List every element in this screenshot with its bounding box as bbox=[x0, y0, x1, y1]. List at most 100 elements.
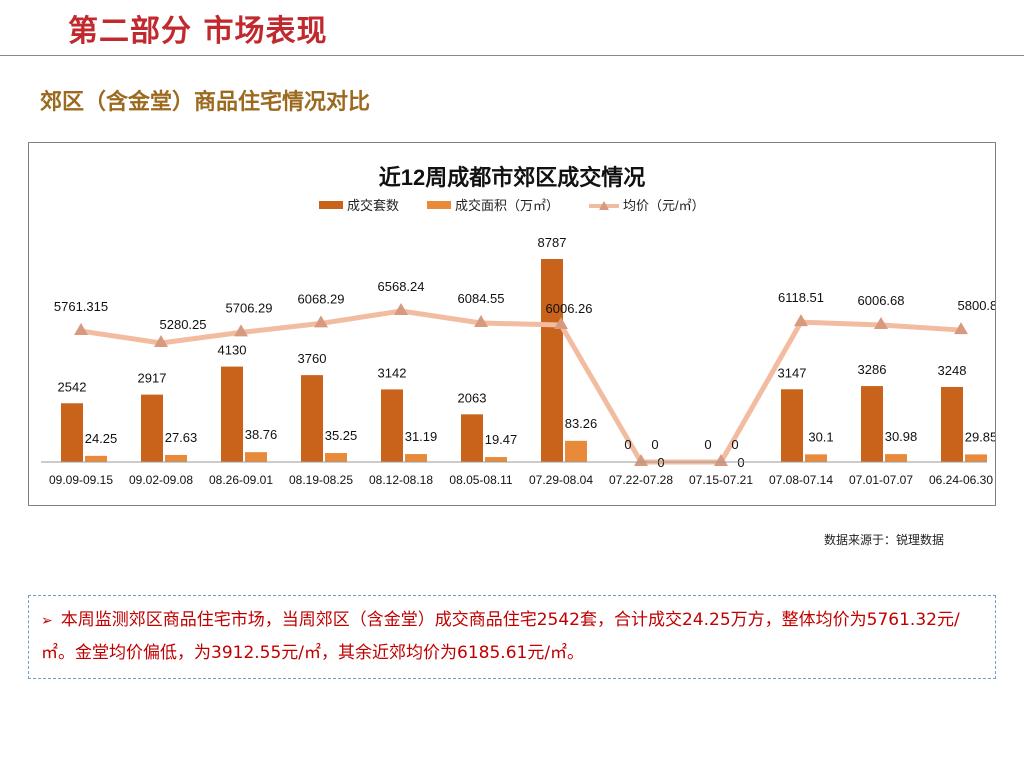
title-divider bbox=[0, 55, 1024, 56]
x-tick-label: 08.12-08.18 bbox=[369, 473, 433, 487]
x-tick-label: 08.26-09.01 bbox=[209, 473, 273, 487]
bar-count bbox=[861, 386, 883, 462]
price-marker bbox=[474, 315, 488, 328]
label-price: 6006.26 bbox=[546, 301, 593, 316]
chart-frame: 近12周成都市郊区成交情况 成交套数 成交面积（万㎡） 均价（元/㎡） 2542 24… bbox=[28, 142, 996, 506]
legend-label-2: 均价（元/㎡） bbox=[623, 198, 705, 213]
label-area: 24.25 bbox=[85, 431, 118, 446]
bar-area bbox=[485, 457, 507, 462]
bar-count bbox=[301, 375, 323, 462]
price-marker bbox=[634, 454, 648, 466]
chart-legend: 成交套数 成交面积（万㎡） 均价（元/㎡） bbox=[319, 198, 705, 213]
x-tick-label: 09.09-09.15 bbox=[49, 473, 113, 487]
bullet-arrow-icon: ➢ bbox=[41, 613, 53, 629]
x-tick-label: 08.19-08.25 bbox=[289, 473, 353, 487]
bar-area bbox=[565, 440, 587, 462]
price-marker bbox=[234, 324, 248, 337]
label-price: 6568.24 bbox=[378, 279, 425, 294]
x-tick-label: 07.22-07.28 bbox=[609, 473, 673, 487]
x-tick-label: 07.29-08.04 bbox=[529, 473, 593, 487]
bar-count bbox=[541, 259, 563, 462]
label-area: 38.76 bbox=[245, 427, 278, 442]
x-axis-ticks: 09.09-09.15 09.02-09.08 08.26-09.01 08.19-0… bbox=[49, 473, 993, 487]
label-area: 30.1 bbox=[808, 429, 833, 444]
label-price: 5280.25 bbox=[160, 317, 207, 332]
bar-count bbox=[61, 403, 83, 462]
label-count: 3286 bbox=[858, 362, 887, 377]
x-tick-label: 08.05-08.11 bbox=[449, 473, 512, 487]
chart-title: 近12周成都市郊区成交情况 bbox=[379, 165, 645, 190]
label-area: 19.47 bbox=[485, 432, 518, 447]
label-count: 3248 bbox=[938, 363, 967, 378]
label-area: 30.98 bbox=[885, 429, 918, 444]
label-count: 0 bbox=[624, 437, 631, 452]
label-area: 29.85 bbox=[965, 429, 995, 444]
chart-svg: 近12周成都市郊区成交情况 成交套数 成交面积（万㎡） 均价（元/㎡） 2542 24… bbox=[41, 165, 995, 487]
bar-area bbox=[85, 455, 107, 462]
label-price: 5800.85 bbox=[958, 298, 996, 313]
bar-area bbox=[405, 454, 427, 462]
label-count: 4130 bbox=[218, 343, 247, 358]
bar-area bbox=[325, 453, 347, 462]
label-count: 8787 bbox=[538, 235, 567, 250]
price-marker bbox=[154, 335, 168, 347]
legend-swatch-count bbox=[319, 201, 343, 209]
bars-count-series bbox=[61, 259, 963, 462]
label-count: 0 bbox=[704, 437, 711, 452]
label-area: 31.19 bbox=[405, 429, 438, 444]
label-area: 0 bbox=[651, 437, 658, 452]
bars-area-series bbox=[85, 440, 987, 462]
label-count: 3147 bbox=[778, 365, 807, 380]
bar-count bbox=[941, 386, 963, 462]
x-tick-label: 09.02-09.08 bbox=[129, 473, 193, 487]
x-tick-label: 07.08-07.14 bbox=[769, 473, 833, 487]
label-price: 6118.51 bbox=[778, 290, 824, 305]
label-price: 6084.55 bbox=[458, 291, 505, 306]
legend-swatch-area bbox=[427, 201, 451, 209]
bar-count bbox=[461, 414, 483, 462]
label-count: 2917 bbox=[138, 371, 167, 386]
label-count: 3142 bbox=[378, 365, 407, 380]
label-area: 83.26 bbox=[565, 416, 598, 431]
label-price: 6068.29 bbox=[298, 291, 345, 306]
page-subtitle: 郊区（含金堂）商品住宅情况对比 bbox=[40, 90, 371, 115]
label-price: 5761.315 bbox=[54, 299, 108, 314]
label-area: 35.25 bbox=[325, 428, 358, 443]
price-marker bbox=[954, 322, 968, 335]
data-labels: 2542 24.25 5761.315 2917 27.63 5280.25 4130 38.… bbox=[54, 235, 995, 470]
bar-count bbox=[141, 394, 163, 462]
bar-count bbox=[781, 389, 803, 462]
price-marker bbox=[714, 454, 728, 466]
legend-label-0: 成交套数 bbox=[347, 198, 399, 213]
price-marker bbox=[554, 316, 568, 329]
data-source-note: 数据来源于：锐理数据 bbox=[824, 533, 945, 547]
bar-area bbox=[805, 454, 827, 462]
price-line-series bbox=[74, 303, 968, 466]
label-area: 27.63 bbox=[165, 430, 198, 445]
summary-paragraph: ➢ 本周监测郊区商品住宅市场，当周郊区（含金堂）成交商品住宅2542套，合计成交2… bbox=[41, 604, 985, 669]
page-section-title: 第二部分 市场表现 bbox=[68, 14, 328, 49]
bar-area bbox=[165, 454, 187, 462]
label-price: 6006.68 bbox=[858, 293, 905, 308]
price-marker bbox=[874, 316, 888, 329]
bar-area bbox=[965, 454, 987, 462]
legend-marker-price bbox=[599, 201, 609, 210]
label-price: 5706.29 bbox=[226, 300, 273, 315]
bar-area bbox=[885, 454, 907, 462]
label-count: 3760 bbox=[298, 351, 327, 366]
x-tick-label: 07.15-07.21 bbox=[689, 473, 753, 487]
bar-area bbox=[245, 452, 267, 462]
label-count: 2063 bbox=[458, 390, 487, 405]
label-area: 0 bbox=[731, 437, 738, 452]
price-marker bbox=[394, 303, 408, 315]
label-count: 2542 bbox=[58, 379, 87, 394]
price-marker bbox=[74, 323, 88, 336]
summary-box: ➢ 本周监测郊区商品住宅市场，当周郊区（含金堂）成交商品住宅2542套，合计成交2… bbox=[28, 595, 996, 679]
price-line bbox=[80, 308, 962, 465]
bar-count bbox=[221, 366, 243, 462]
bar-count bbox=[381, 389, 403, 462]
price-marker bbox=[794, 314, 808, 327]
x-tick-label: 07.01-07.07 bbox=[849, 473, 913, 487]
x-tick-label: 06.24-06.30 bbox=[929, 473, 993, 487]
summary-text: 本周监测郊区商品住宅市场，当周郊区（含金堂）成交商品住宅2542套，合计成交24… bbox=[41, 610, 960, 663]
